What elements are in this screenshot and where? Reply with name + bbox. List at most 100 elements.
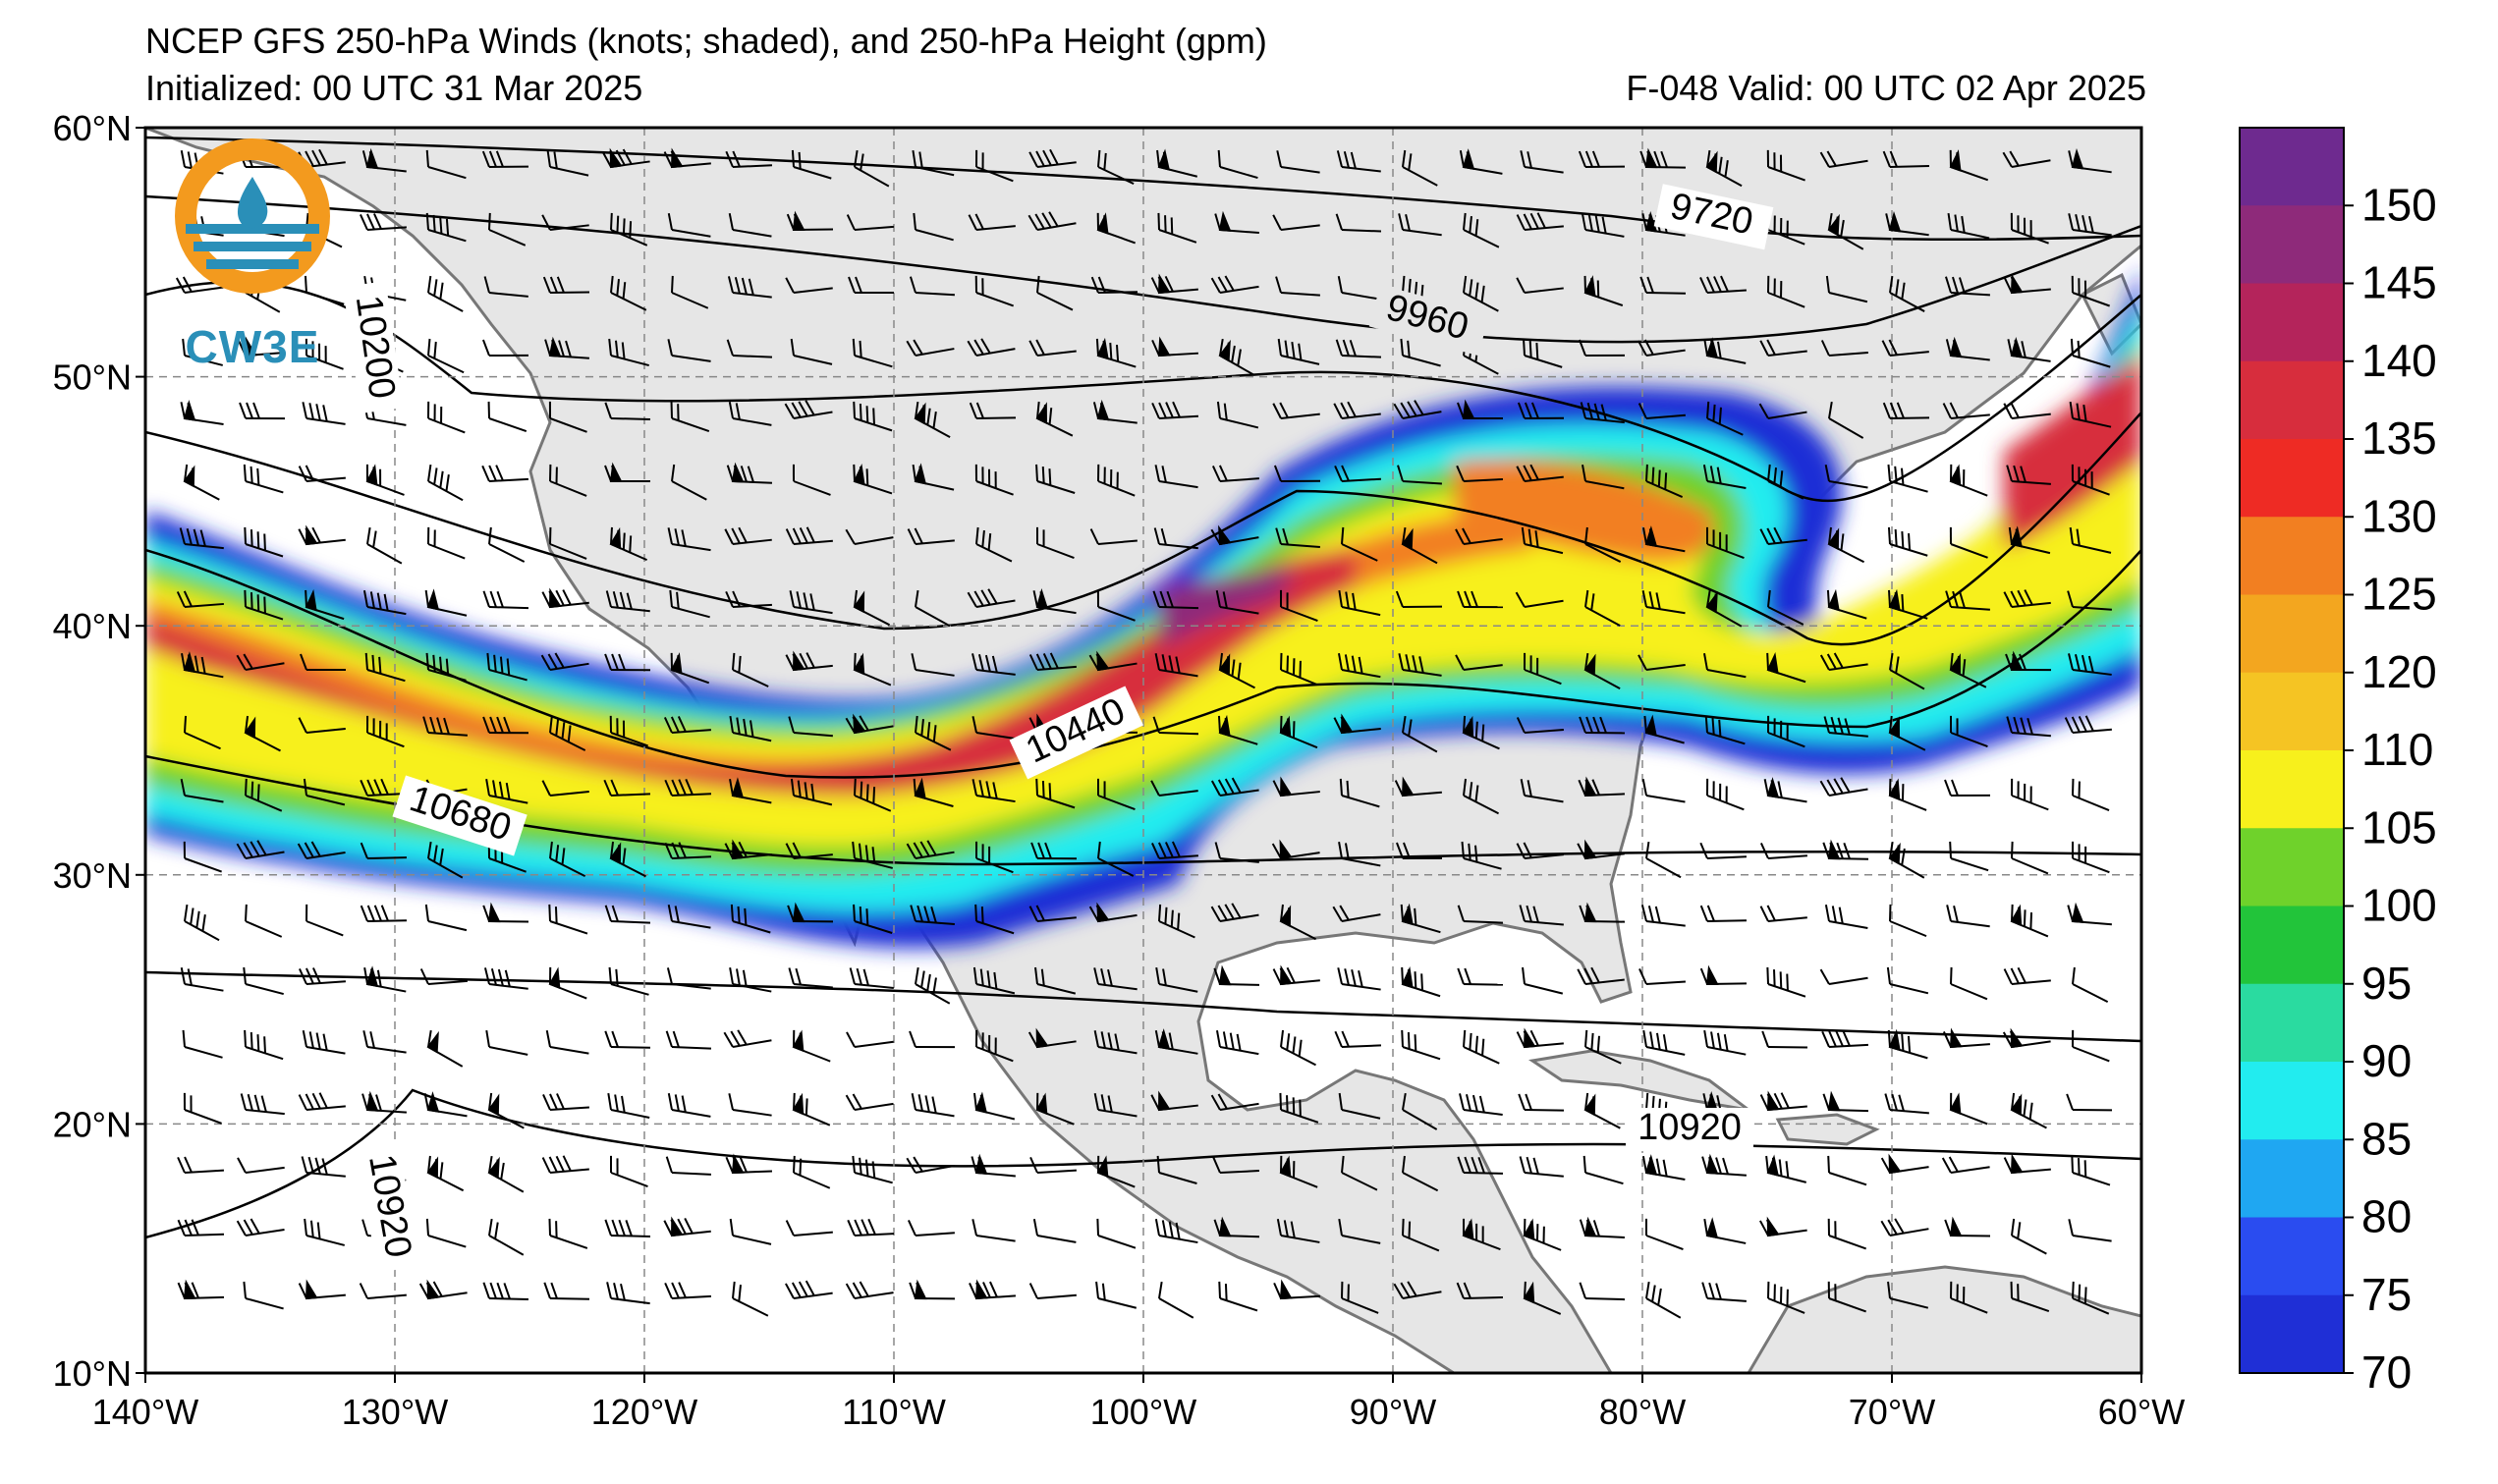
colorbar-segment bbox=[2240, 1139, 2344, 1218]
wind-barb bbox=[972, 966, 1016, 995]
wind-barb bbox=[297, 841, 346, 859]
wind-barb bbox=[1152, 716, 1199, 736]
colorbar-tick-label: 105 bbox=[2361, 801, 2437, 852]
wind-barb bbox=[1584, 1029, 1622, 1065]
wind-barb bbox=[2003, 966, 2051, 985]
wind-barb bbox=[1457, 399, 1504, 420]
wind-barb bbox=[362, 1030, 407, 1054]
wind-barb bbox=[427, 338, 465, 374]
wind-barb bbox=[1699, 905, 1748, 922]
wind-barb bbox=[1942, 402, 1990, 419]
colorbar-tick-label: 135 bbox=[2361, 412, 2437, 464]
wind-barb bbox=[1705, 526, 1745, 559]
wind-barb bbox=[1096, 589, 1136, 622]
wind-barb bbox=[237, 336, 285, 357]
wind-barb bbox=[1819, 652, 1868, 671]
colorbar-tick-label: 100 bbox=[2361, 880, 2437, 931]
wind-barb bbox=[2003, 589, 2051, 608]
wind-barb bbox=[184, 715, 221, 750]
wind-barb bbox=[179, 527, 224, 550]
wind-barb bbox=[1759, 843, 1807, 859]
colorbar-segment bbox=[2240, 128, 2344, 206]
wind-barb bbox=[1035, 401, 1074, 437]
wind-barb bbox=[366, 526, 403, 565]
wind-barb bbox=[732, 1281, 769, 1317]
wind-barb bbox=[183, 841, 222, 873]
wind-barb bbox=[1096, 212, 1137, 245]
wind-barb bbox=[1824, 905, 1868, 930]
wind-barb bbox=[1028, 148, 1077, 168]
wind-barb bbox=[298, 465, 346, 482]
wind-barb bbox=[2003, 1153, 2051, 1175]
wind-barb bbox=[967, 338, 1016, 357]
wind-barb bbox=[1394, 776, 1442, 797]
wind-barb bbox=[1522, 966, 1564, 995]
wind-barb bbox=[1759, 1090, 1807, 1112]
lat-lon-grid bbox=[145, 128, 2141, 1373]
wind-barb bbox=[1882, 402, 1930, 419]
wind-barb bbox=[664, 1282, 711, 1299]
wind-barb bbox=[1150, 780, 1198, 797]
wind-barb bbox=[177, 1156, 224, 1174]
lon-tick-label: 90°W bbox=[1350, 1392, 1436, 1432]
wind-barb bbox=[1889, 652, 1925, 690]
wind-barb bbox=[548, 966, 587, 1000]
logo-wave-2 bbox=[194, 242, 311, 251]
wind-barb bbox=[2067, 590, 2112, 611]
wind-barb bbox=[609, 841, 646, 878]
contour-labels: 9720 9960 10200 10440 10680 10920 10920 bbox=[343, 184, 1774, 1274]
wind-barb bbox=[1029, 1156, 1077, 1174]
wind-barb bbox=[1821, 1029, 1868, 1048]
wind-barb bbox=[606, 1282, 650, 1305]
wind-barb bbox=[304, 275, 345, 305]
wind-barb bbox=[1517, 402, 1565, 419]
wind-barb bbox=[243, 464, 284, 494]
wind-barb bbox=[2067, 902, 2112, 926]
colorbar-tick-label: 150 bbox=[2361, 179, 2437, 230]
wind-barb bbox=[360, 905, 408, 922]
wind-barb bbox=[845, 1093, 894, 1111]
wind-barb bbox=[785, 526, 833, 545]
wind-barb bbox=[1156, 1155, 1197, 1184]
wind-barb bbox=[365, 464, 405, 496]
wind-barb bbox=[1523, 1281, 1562, 1315]
lat-tick-label: 20°N bbox=[53, 1104, 132, 1144]
wind-barb bbox=[1210, 1093, 1259, 1111]
wind-barb bbox=[915, 589, 951, 628]
wind-barb bbox=[1704, 715, 1746, 745]
wind-barb bbox=[245, 778, 283, 812]
wind-barb bbox=[1827, 526, 1865, 564]
wind-barb bbox=[1158, 904, 1195, 939]
wind-barb bbox=[1457, 967, 1504, 986]
wind-barb bbox=[1521, 526, 1564, 555]
wind-barb bbox=[1272, 964, 1320, 986]
wind-barb bbox=[975, 1029, 1014, 1063]
wind-barb bbox=[670, 652, 710, 685]
wind-barb bbox=[604, 905, 651, 924]
wind-barb bbox=[728, 1093, 772, 1117]
wind-barb bbox=[299, 967, 346, 985]
wind-barb bbox=[2005, 650, 2052, 672]
wind-barb bbox=[724, 526, 772, 545]
wind-barb bbox=[1463, 275, 1499, 312]
wind-barb bbox=[792, 1029, 831, 1063]
wind-barb bbox=[1462, 1218, 1501, 1251]
wind-barb bbox=[792, 1092, 831, 1127]
wind-barb bbox=[362, 590, 407, 616]
wind-barb bbox=[1584, 589, 1621, 627]
wind-barb bbox=[482, 716, 529, 735]
wind-barb bbox=[911, 1093, 955, 1118]
wind-barb bbox=[2071, 1155, 2111, 1186]
wind-barb bbox=[2072, 1029, 2110, 1063]
wind-barb bbox=[298, 717, 346, 734]
wind-barb bbox=[2008, 525, 2051, 555]
wind-barb bbox=[244, 589, 284, 621]
wind-barb bbox=[481, 150, 529, 168]
wind-barb bbox=[969, 402, 1017, 419]
wind-barb bbox=[1639, 276, 1687, 295]
wind-barb bbox=[482, 1282, 529, 1301]
wind-barb bbox=[1705, 589, 1743, 628]
wind-barb bbox=[1516, 717, 1564, 734]
wind-barb bbox=[426, 1155, 465, 1192]
wind-barb bbox=[786, 210, 834, 232]
